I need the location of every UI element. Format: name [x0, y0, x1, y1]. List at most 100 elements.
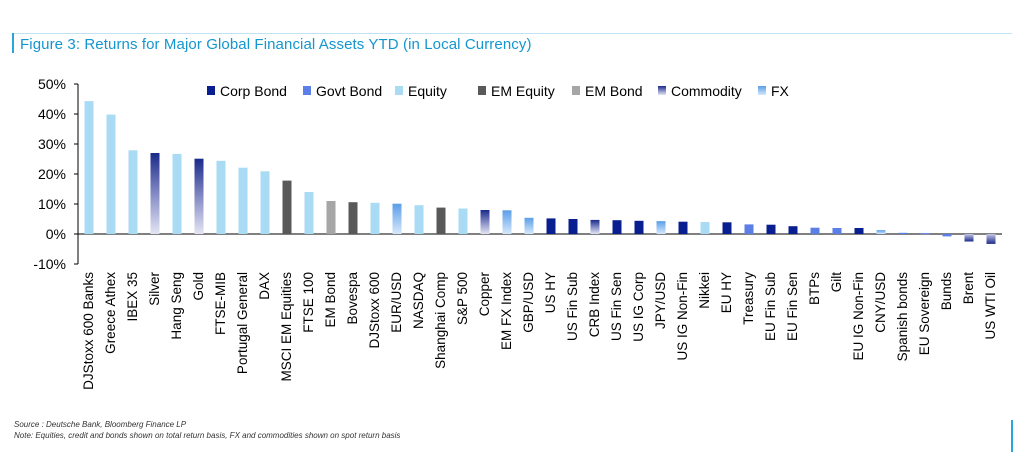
- bar-hang-seng: [172, 153, 182, 234]
- bar-gbp-usd: [524, 217, 534, 234]
- x-label-msci-em-equities: MSCI EM Equities: [279, 272, 294, 382]
- y-tick-label: -10%: [33, 256, 66, 272]
- x-label-cny-usd: CNY/USD: [873, 272, 888, 333]
- bar-us-hy: [546, 218, 556, 234]
- note-footnote: Note: Equities, credit and bonds shown o…: [14, 431, 401, 440]
- bar-bunds: [942, 234, 952, 237]
- x-label-us-ig-non-fin: US IG Non-Fin: [675, 272, 690, 361]
- y-tick-label: 50%: [38, 76, 66, 92]
- y-tick-label: 20%: [38, 166, 66, 182]
- x-label-bovespa: Bovespa: [345, 272, 360, 325]
- x-label-ibex-35: IBEX 35: [125, 272, 140, 322]
- bar-jpy-usd: [656, 221, 666, 234]
- bar-eu-fin-sub: [766, 224, 776, 234]
- x-label-us-wti-oil: US WTI Oil: [983, 272, 998, 340]
- x-label-bunds: Bunds: [939, 272, 954, 311]
- x-label-jpy-usd: JPY/USD: [653, 272, 668, 329]
- bar-eur-usd: [392, 203, 402, 234]
- y-tick-label: 40%: [38, 106, 66, 122]
- bar-silver: [150, 153, 160, 234]
- x-label-ftse-100: FTSE 100: [301, 272, 316, 333]
- x-label-nasdaq: NASDAQ: [411, 272, 426, 329]
- bar-us-fin-sen: [612, 220, 622, 234]
- bar-nikkei: [700, 222, 710, 234]
- bar-nasdaq: [414, 205, 424, 234]
- x-label-treasury: Treasury: [741, 272, 756, 325]
- bar-bovespa: [348, 202, 358, 234]
- bar-ibex-35: [128, 150, 138, 234]
- bar-crb-index: [590, 219, 600, 234]
- x-label-eu-hy: EU HY: [719, 272, 734, 313]
- x-label-gold: Gold: [191, 272, 206, 301]
- x-label-em-bond: EM Bond: [323, 272, 338, 328]
- legend-label-em-bond: EM Bond: [585, 83, 643, 99]
- x-label-silver: Silver: [147, 272, 162, 306]
- x-label-djstoxx-600-banks: DJStoxx 600 Banks: [81, 272, 96, 390]
- legend-swatch-corp-bond: [207, 86, 215, 95]
- legend-swatch-em-bond: [572, 86, 580, 95]
- frame-left-accent: [12, 33, 14, 53]
- y-tick-label: 30%: [38, 136, 66, 152]
- x-label-gbp-usd: GBP/USD: [521, 272, 536, 333]
- source-footnote: Source : Deutsche Bank, Bloomberg Financ…: [14, 420, 187, 429]
- x-label-eur-usd: EUR/USD: [389, 272, 404, 333]
- x-label-spanish-bonds: Spanish bonds: [895, 272, 910, 362]
- legend-label-fx: FX: [771, 83, 790, 99]
- y-tick-label: 10%: [38, 196, 66, 212]
- bar-gilt: [832, 228, 842, 234]
- legend-label-corp-bond: Corp Bond: [220, 83, 287, 99]
- x-label-djstoxx-600: DJStoxx 600: [367, 272, 382, 349]
- bar-treasury: [744, 224, 754, 234]
- bar-msci-em-equities: [282, 180, 292, 234]
- x-label-brent: Brent: [961, 272, 976, 305]
- x-label-crb-index: CRB Index: [587, 272, 602, 338]
- legend-swatch-commodity: [658, 86, 666, 95]
- legend-label-em-equity: EM Equity: [491, 83, 555, 99]
- legend-swatch-equity: [395, 86, 403, 95]
- x-label-eu-fin-sen: EU Fin Sen: [785, 272, 800, 341]
- x-label-eu-sovereign: EU Sovereign: [917, 272, 932, 355]
- x-label-btps: BTPs: [807, 272, 822, 305]
- bar-ftse-mib: [216, 160, 226, 234]
- legend-label-govt-bond: Govt Bond: [316, 83, 382, 99]
- frame-top-rule: [12, 33, 1012, 34]
- x-label-greece-athex: Greece Athex: [103, 272, 118, 354]
- bar-copper: [480, 210, 490, 234]
- legend-swatch-govt-bond: [303, 86, 311, 95]
- figure-title: Figure 3: Returns for Major Global Finan…: [20, 36, 532, 53]
- bar-us-wti-oil: [986, 234, 996, 244]
- bar-greece-athex: [106, 114, 116, 234]
- bar-eu-fin-sen: [788, 226, 798, 234]
- bar-btps: [810, 227, 820, 234]
- x-label-us-ig-corp: US IG Corp: [631, 272, 646, 342]
- legend-swatch-fx: [758, 86, 766, 95]
- x-label-nikkei: Nikkei: [697, 272, 712, 309]
- x-label-us-hy: US HY: [543, 272, 558, 313]
- bar-us-fin-sub: [568, 219, 578, 234]
- x-label-gilt: Gilt: [829, 272, 844, 292]
- bar-us-ig-corp: [634, 220, 644, 234]
- bar-cny-usd: [876, 230, 886, 234]
- bar-ftse-100: [304, 192, 314, 234]
- x-label-shanghai-comp: Shanghai Comp: [433, 272, 448, 369]
- bar-spanish-bonds: [898, 232, 908, 234]
- bar-brent: [964, 234, 974, 242]
- bar-portugal-general: [238, 167, 248, 234]
- x-label-us-fin-sub: US Fin Sub: [565, 272, 580, 341]
- x-label-hang-seng: Hang Seng: [169, 272, 184, 340]
- x-label-us-fin-sen: US Fin Sen: [609, 272, 624, 341]
- bar-dax: [260, 171, 270, 234]
- x-label-eu-ig-non-fin: EU IG Non-Fin: [851, 272, 866, 361]
- legend-label-equity: Equity: [408, 83, 447, 99]
- legend-label-commodity: Commodity: [671, 83, 742, 99]
- bar-em-bond: [326, 201, 336, 234]
- bar-gold: [194, 158, 204, 234]
- bar-eu-hy: [722, 222, 732, 234]
- bar-em-fx-index: [502, 210, 512, 234]
- bar-djstoxx-600-banks: [84, 101, 94, 234]
- bar-djstoxx-600: [370, 202, 380, 234]
- bar-eu-ig-non-fin: [854, 228, 864, 234]
- legend-swatch-em-equity: [478, 86, 486, 95]
- y-tick-label: 0%: [46, 226, 66, 242]
